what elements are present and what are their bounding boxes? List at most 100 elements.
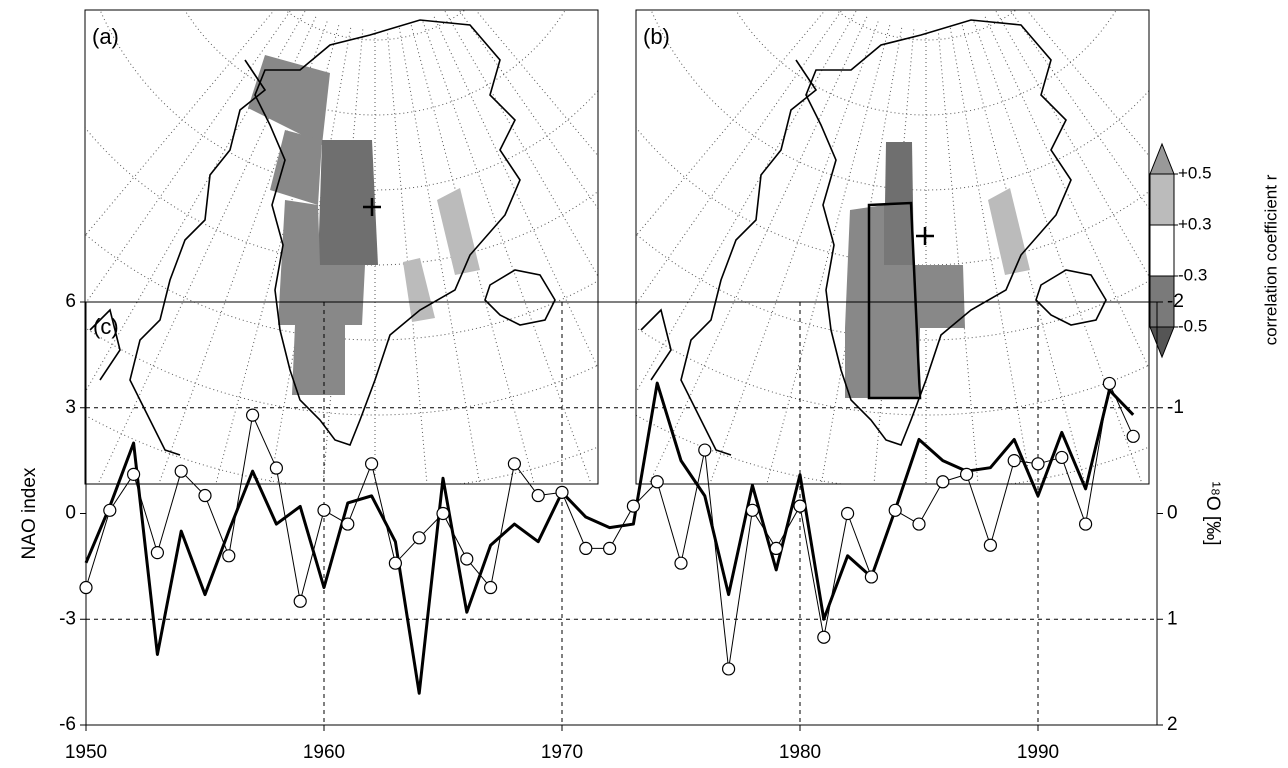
data-point bbox=[1126, 429, 1140, 443]
panel-frame bbox=[84, 9, 599, 485]
map-cell bbox=[270, 130, 322, 205]
y-tick-label: 0 bbox=[65, 503, 76, 524]
map-cell bbox=[248, 55, 330, 145]
data-point bbox=[864, 570, 879, 584]
meridian bbox=[475, 10, 598, 157]
data-point bbox=[436, 506, 450, 521]
data-point bbox=[198, 488, 212, 503]
map-cell bbox=[437, 188, 480, 275]
data-point bbox=[174, 464, 188, 478]
site-marker bbox=[363, 198, 381, 216]
parallel bbox=[650, 10, 1149, 191]
x-tick-label: 1990 bbox=[1017, 742, 1059, 763]
map-cell bbox=[292, 325, 345, 395]
data-point bbox=[745, 503, 760, 517]
colorbar: +0.5 +0.3 -0.3 -0.5 bbox=[1149, 142, 1212, 359]
meridian bbox=[410, 25, 535, 484]
colorbar-tick-label: +0.5 bbox=[1178, 163, 1212, 182]
plot-frame bbox=[85, 301, 1158, 726]
meridian bbox=[386, 29, 428, 484]
parallel bbox=[636, 326, 1149, 416]
data-point bbox=[936, 475, 950, 489]
meridian bbox=[444, 10, 598, 278]
data-point bbox=[341, 517, 355, 531]
data-point bbox=[412, 531, 426, 545]
region-box bbox=[867, 201, 922, 400]
graticule bbox=[636, 10, 1149, 484]
parallel bbox=[735, 10, 1117, 116]
data-point bbox=[793, 499, 807, 513]
data-point bbox=[317, 503, 331, 517]
data-point bbox=[698, 443, 712, 457]
x-tick-label: 1970 bbox=[541, 742, 583, 763]
meridian bbox=[433, 16, 598, 370]
y2-tick-label: 1 bbox=[1167, 608, 1178, 629]
meridian bbox=[636, 10, 843, 306]
map-cell bbox=[403, 258, 435, 322]
panel-label: (a) bbox=[92, 24, 119, 49]
y-axis-label: NAO index bbox=[19, 467, 40, 559]
colorbar-segment bbox=[1149, 173, 1175, 226]
panel-label: (c) bbox=[93, 314, 119, 339]
data-point bbox=[246, 408, 260, 422]
y2-tick-label: -2 bbox=[1167, 291, 1184, 312]
meridian bbox=[85, 10, 292, 306]
data-point bbox=[840, 506, 855, 521]
data-point bbox=[269, 461, 283, 475]
colorbar-tick-label: +0.3 bbox=[1178, 214, 1212, 233]
data-point bbox=[484, 580, 498, 595]
map-cell bbox=[278, 200, 365, 325]
map-cell bbox=[318, 140, 378, 265]
data-point bbox=[817, 630, 831, 644]
x-tick-label: 1980 bbox=[779, 742, 821, 763]
parallel bbox=[184, 10, 566, 116]
data-point bbox=[388, 556, 402, 570]
meridian bbox=[937, 29, 979, 484]
data-point bbox=[721, 662, 736, 676]
y2-tick-label: 2 bbox=[1167, 714, 1178, 735]
panel-label: (b) bbox=[643, 24, 670, 49]
line-chart: 1950 1960 1970 1980 1990 -6 -3 0 3 6 2 1 0 -1 -2 (c) NAO… bbox=[19, 291, 1223, 763]
y-tick-label: -3 bbox=[59, 608, 76, 629]
data-point bbox=[674, 556, 688, 570]
data-point bbox=[959, 467, 974, 481]
colorbar-extend bbox=[1149, 142, 1175, 175]
parallel bbox=[85, 414, 598, 484]
data-point bbox=[1078, 517, 1093, 531]
data-point bbox=[103, 503, 117, 517]
meridian bbox=[949, 27, 1032, 484]
meridian bbox=[85, 10, 275, 237]
data-point bbox=[650, 475, 664, 489]
data-point bbox=[626, 499, 641, 513]
map-cell bbox=[884, 203, 914, 265]
data-point bbox=[1055, 450, 1069, 465]
data-point bbox=[888, 503, 902, 517]
y2-tick-label: -1 bbox=[1167, 397, 1184, 418]
data-point bbox=[602, 541, 617, 555]
meridian bbox=[961, 25, 1086, 484]
data-point bbox=[1007, 454, 1021, 468]
parallel bbox=[99, 10, 598, 191]
parallel bbox=[85, 326, 598, 416]
data-point bbox=[293, 594, 307, 608]
meridian bbox=[709, 21, 879, 484]
data-point bbox=[1031, 457, 1045, 471]
data-point bbox=[127, 467, 141, 481]
colorbar-segment bbox=[1149, 224, 1175, 277]
data-point bbox=[531, 488, 545, 503]
data-point bbox=[1102, 376, 1117, 391]
data-point bbox=[769, 541, 783, 555]
data-point bbox=[460, 552, 474, 566]
meridian bbox=[398, 27, 481, 484]
y-tick-label: -6 bbox=[59, 714, 76, 735]
meridian bbox=[995, 10, 1149, 278]
site-marker bbox=[916, 227, 934, 245]
y2-tick-label: 0 bbox=[1167, 503, 1178, 524]
y-tick-label: 3 bbox=[65, 397, 76, 418]
colorbar-tick-label: -0.5 bbox=[1178, 316, 1207, 335]
map-panel bbox=[636, 10, 1149, 484]
series-line bbox=[84, 381, 1135, 695]
data-point bbox=[912, 517, 926, 531]
data-point bbox=[507, 457, 522, 471]
